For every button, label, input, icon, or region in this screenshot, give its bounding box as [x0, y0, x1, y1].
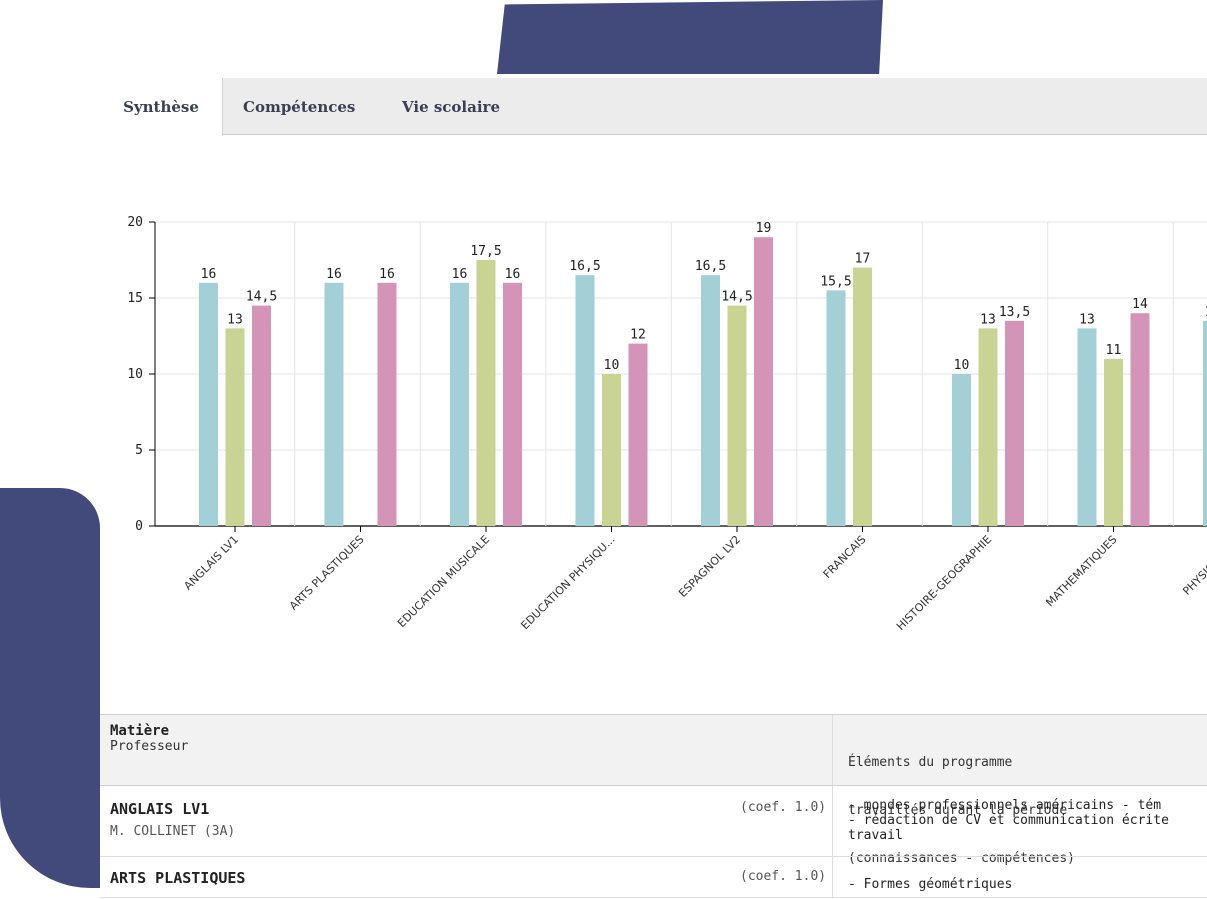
bar-value-label: 10 [954, 358, 970, 373]
category-label: ANGLAIS LV1 [181, 533, 241, 593]
bar [826, 290, 846, 526]
bar [1005, 320, 1024, 526]
category-label: ARTS PLASTIQUES [287, 533, 367, 613]
bar-value-label: 13 [227, 312, 243, 327]
header-teacher: Professeur [110, 739, 189, 754]
y-tick-label: 15 [127, 291, 143, 306]
y-tick-label: 5 [135, 443, 143, 458]
tab-vie-scolaire[interactable]: Vie scolaire [402, 98, 500, 116]
bar-value-label: 19 [756, 221, 772, 236]
bar-value-label: 16 [505, 267, 521, 282]
bar-value-label: 16,5 [569, 259, 600, 274]
subjects-table: Matière Professeur Éléments du programme… [100, 714, 1207, 898]
bar [628, 343, 648, 526]
bar-value-label: 14,5 [721, 290, 752, 305]
category-label: HISTOIRE-GEOGRAPHIE [894, 533, 994, 633]
bar-value-label: 16,5 [695, 259, 726, 274]
bar-value-label: 13 [980, 312, 996, 327]
bar-value-label: 13,5 [999, 305, 1030, 320]
tab-competences[interactable]: Compétences [243, 98, 356, 116]
row-subject: ARTS PLASTIQUES [110, 869, 246, 887]
category-label: PHYSIQUE-CHI [1180, 533, 1207, 598]
bar [701, 275, 720, 526]
bar-value-label: 16 [326, 267, 342, 282]
bar [324, 282, 344, 526]
bar [252, 305, 271, 526]
chart-bars [199, 237, 1207, 526]
bar [575, 275, 595, 526]
header-program-line3: (connaissances - compétences) [848, 851, 1075, 866]
category-label: EDUCATION MUSICALE [395, 533, 492, 630]
y-tick-label: 10 [127, 367, 143, 382]
chart-y-axis: 0 5 10 15 20 [127, 215, 1114, 534]
bar-value-label: 14 [1132, 297, 1148, 312]
bar-value-label: 13 [1205, 305, 1207, 320]
bar [1203, 320, 1207, 526]
row-program: - Formes géométriques [848, 877, 1013, 892]
chart-category-labels: ANGLAIS LV1 ARTS PLASTIQUES EDUCATION MUSI… [181, 533, 1207, 633]
chart-grid [155, 221, 1207, 527]
bar [602, 374, 621, 526]
category-label: MATHEMATIQUES [1043, 533, 1119, 609]
tab-bar: Synthèse Compétences Vie scolaire [100, 78, 1207, 136]
table-row[interactable]: ANGLAIS LV1 M. COLLINET (3A) (coef. 1.0)… [100, 786, 1207, 857]
header-program-line2: travaillés durant la période [848, 803, 1068, 818]
bar [1077, 328, 1097, 526]
bar [377, 282, 397, 526]
header-subject: Matière [110, 723, 170, 739]
row-program: - mondes professionnels américains - tém… [848, 798, 1169, 843]
bar-value-label: 16 [379, 267, 395, 282]
row-teacher: M. COLLINET (3A) [110, 824, 236, 839]
y-tick-label: 20 [127, 215, 143, 230]
bar [503, 282, 522, 526]
bar-value-label: 11 [1106, 343, 1122, 358]
row-coef: (coef. 1.0) [740, 800, 827, 815]
row-coef: (coef. 1.0) [740, 869, 827, 884]
table-header: Matière Professeur Éléments du programme… [100, 714, 1207, 866]
decorative-left-block [0, 488, 100, 888]
row-subject: ANGLAIS LV1 [110, 800, 210, 818]
bar [978, 328, 998, 526]
bar [754, 237, 773, 526]
bar [1130, 313, 1150, 526]
bar-value-label: 14,5 [246, 290, 277, 305]
bar [1104, 358, 1123, 526]
bar [225, 328, 245, 526]
bar-value-label: 16 [201, 267, 217, 282]
category-label: FRANCAIS [821, 533, 869, 581]
bar [450, 282, 469, 526]
y-tick-label: 0 [135, 519, 143, 534]
bar [853, 267, 872, 526]
bar [476, 260, 496, 526]
bar-value-label: 10 [604, 358, 620, 373]
decorative-top-block [497, 0, 883, 74]
bar [727, 305, 747, 526]
bar-value-label: 17,5 [470, 244, 501, 259]
bar-value-label: 15,5 [820, 274, 851, 289]
category-label: EDUCATION PHYSIQU... [518, 533, 617, 632]
bar [199, 282, 218, 526]
bar-value-label: 17 [855, 252, 871, 267]
bar-value-label: 13 [1079, 312, 1095, 327]
category-label: ESPAGNOL LV2 [676, 533, 743, 600]
bar-value-label: 16 [452, 267, 468, 282]
bar [952, 374, 971, 526]
tab-synthese[interactable]: Synthèse [100, 78, 223, 136]
bar-value-label: 12 [630, 328, 646, 343]
table-row[interactable]: ARTS PLASTIQUES (coef. 1.0) - Formes géo… [100, 857, 1207, 898]
header-program-line1: Éléments du programme [848, 755, 1013, 770]
